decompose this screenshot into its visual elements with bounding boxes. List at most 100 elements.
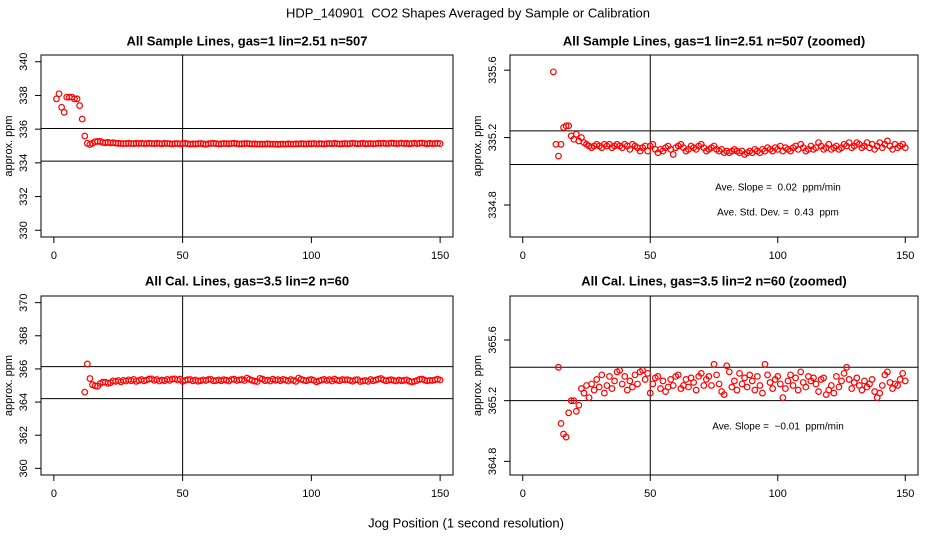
point xyxy=(578,134,585,141)
point xyxy=(600,389,608,397)
y-tick-label: 330 xyxy=(18,221,30,239)
point xyxy=(590,386,598,394)
point xyxy=(618,380,626,388)
point xyxy=(649,380,657,388)
point xyxy=(575,401,583,409)
point xyxy=(78,115,86,123)
point xyxy=(562,122,570,130)
x-axis-label: Jog Position (1 second resolution) xyxy=(368,515,564,530)
point xyxy=(840,369,848,377)
annotation: Ave. Std. Dev. = 0.43 ppm xyxy=(717,208,839,219)
point xyxy=(598,371,606,379)
point xyxy=(761,360,769,368)
point xyxy=(690,379,697,386)
point xyxy=(774,372,782,380)
point xyxy=(641,376,649,383)
point xyxy=(76,102,84,109)
point xyxy=(572,407,580,415)
point xyxy=(901,144,909,152)
point xyxy=(794,386,802,394)
point xyxy=(820,374,828,382)
y-axis-label: approx. ppm xyxy=(472,355,484,416)
point xyxy=(838,377,845,385)
x-tick-label: 0 xyxy=(51,250,57,262)
y-axis-label: approx. ppm xyxy=(472,115,484,176)
plot-frame xyxy=(509,54,919,238)
plot-frame xyxy=(40,295,454,476)
point xyxy=(634,380,641,388)
point xyxy=(623,386,631,394)
x-tick-label: 50 xyxy=(177,250,189,262)
point xyxy=(626,145,634,153)
point xyxy=(901,377,909,385)
x-tick-label: 150 xyxy=(431,250,449,262)
point xyxy=(720,391,728,399)
point xyxy=(797,368,805,376)
y-tick-label: 362 xyxy=(18,426,30,444)
point xyxy=(572,130,580,138)
x-tick-label: 100 xyxy=(769,250,787,262)
point xyxy=(81,388,89,396)
point xyxy=(557,140,565,148)
point xyxy=(674,371,682,379)
x-tick-label: 100 xyxy=(302,488,320,500)
point xyxy=(567,397,575,405)
point xyxy=(692,386,700,394)
point xyxy=(853,374,861,382)
y-tick-label: 336 xyxy=(18,120,30,138)
point xyxy=(73,95,81,103)
point xyxy=(436,140,444,148)
panel-title: All Cal. Lines, gas=3.5 lin=2 n=60 xyxy=(145,273,349,288)
point xyxy=(700,382,708,389)
point xyxy=(789,382,797,389)
point xyxy=(766,379,774,386)
point xyxy=(825,140,833,148)
point xyxy=(55,90,63,98)
point xyxy=(845,376,853,383)
point xyxy=(669,151,677,158)
plot-frame xyxy=(40,54,454,238)
point xyxy=(608,385,616,392)
point xyxy=(861,377,868,385)
point xyxy=(725,368,733,376)
y-axis-label: approx. ppm xyxy=(3,355,15,416)
point xyxy=(756,382,764,389)
point xyxy=(741,374,748,382)
point xyxy=(723,362,731,370)
y-tick-label: 334.8 xyxy=(487,191,499,219)
point xyxy=(629,383,636,391)
point xyxy=(830,389,838,397)
point xyxy=(685,383,692,391)
point xyxy=(884,368,891,376)
y-tick-label: 332 xyxy=(18,187,30,205)
point xyxy=(434,139,441,147)
point xyxy=(549,68,557,76)
point xyxy=(833,372,840,380)
point xyxy=(784,377,792,385)
point xyxy=(639,366,646,374)
point xyxy=(815,388,822,395)
point xyxy=(705,372,713,380)
point xyxy=(593,376,601,383)
y-tick-label: 365.6 xyxy=(487,326,499,354)
y-tick-label: 365.2 xyxy=(487,387,499,415)
point xyxy=(868,376,876,383)
x-tick-label: 50 xyxy=(644,250,656,262)
point xyxy=(753,372,761,380)
point xyxy=(835,383,843,391)
point xyxy=(562,433,570,441)
point xyxy=(738,380,746,388)
x-tick-label: 0 xyxy=(51,488,57,500)
x-tick-label: 150 xyxy=(431,488,449,500)
y-tick-label: 340 xyxy=(18,53,30,71)
point xyxy=(746,371,754,379)
x-tick-label: 150 xyxy=(896,488,914,500)
point xyxy=(743,383,751,391)
y-tick-label: 364 xyxy=(18,393,30,411)
point xyxy=(715,380,723,388)
point xyxy=(606,372,613,380)
panel-title: All Sample Lines, gas=1 lin=2.51 n=507 xyxy=(127,33,368,48)
y-tick-label: 368 xyxy=(18,327,30,345)
point xyxy=(759,389,766,397)
point xyxy=(843,363,850,371)
